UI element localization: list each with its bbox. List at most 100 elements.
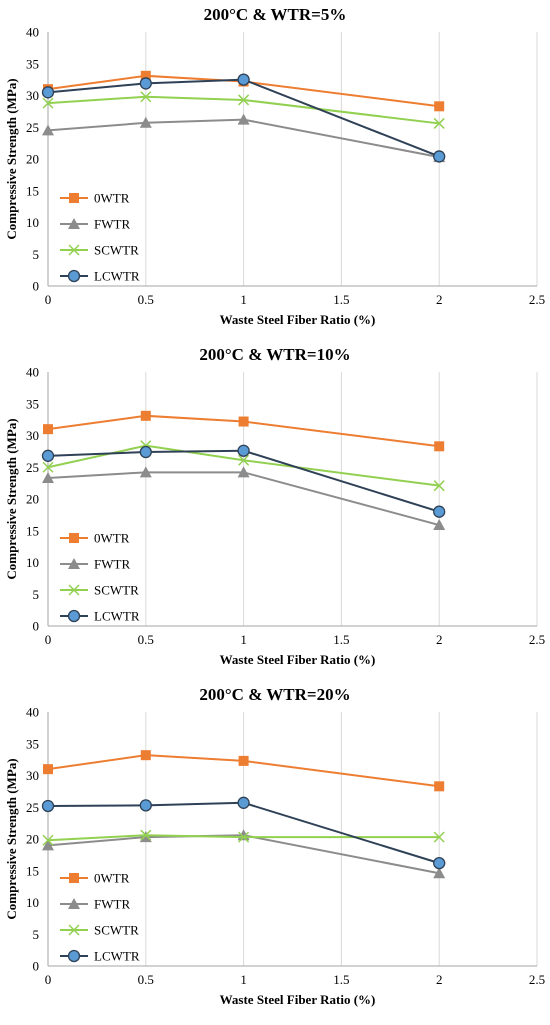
data-point [237, 444, 250, 457]
data-point [434, 101, 445, 112]
x-tick-label: 1.5 [333, 632, 349, 647]
x-tick-label: 0 [45, 292, 52, 307]
legend-marker [68, 558, 80, 569]
legend-marker [68, 924, 80, 936]
x-tick-label: 2 [436, 972, 443, 987]
chart-title: 200°C & WTR=5% [204, 5, 347, 24]
legend-label: SCWTR [94, 923, 139, 938]
data-point [42, 461, 54, 473]
y-tick-label: 35 [26, 56, 39, 71]
series-line [47, 95, 440, 125]
x-tick-label: 0 [45, 972, 52, 987]
legend-label: LCWTR [94, 609, 140, 624]
legend-marker [69, 873, 79, 883]
y-tick-label: 15 [26, 523, 39, 538]
legend-entry-scwtr: SCWTR [60, 583, 139, 598]
legend-marker [68, 244, 80, 256]
legend-marker [67, 949, 81, 963]
legend-label: FWTR [94, 557, 130, 572]
y-tick-label: 0 [33, 959, 40, 974]
series-scwtr [42, 829, 445, 846]
y-tick-label: 0 [33, 279, 40, 294]
data-point [433, 519, 446, 531]
y-tick-label: 5 [33, 927, 40, 942]
y-tick-label: 15 [26, 863, 39, 878]
data-point [42, 97, 54, 109]
series-fwtr [42, 466, 446, 531]
series-line [47, 414, 440, 448]
legend-label: FWTR [94, 217, 130, 232]
legend-label: 0WTR [94, 531, 130, 546]
y-tick-label: 0 [33, 619, 40, 634]
data-point [41, 449, 55, 462]
chart-svg: 200°C & WTR=20% 0 0.5 1 1.5 2 2.5 0 5 10 15 20 25 30 3… [4, 685, 545, 1007]
series-line [47, 74, 440, 108]
y-tick-label: 30 [26, 88, 39, 103]
data-point [433, 831, 445, 843]
legend-marker [69, 193, 79, 203]
x-tick-label: 1.5 [333, 972, 349, 987]
legend-marker [69, 533, 79, 543]
chart-svg: 200°C & WTR=10% 0 0.5 1 1.5 2 2.5 0 5 10 15 20 25 30 3… [4, 345, 545, 667]
data-point [238, 416, 249, 427]
y-axis-label: Compressive Strength (MPa) [4, 418, 19, 579]
data-point [43, 764, 53, 775]
series-line [47, 444, 440, 487]
legend-label: SCWTR [94, 583, 139, 598]
series-line [47, 449, 440, 513]
y-tick-label: 10 [26, 555, 39, 570]
x-tick-label: 1 [240, 292, 247, 307]
data-point [433, 117, 445, 129]
y-tick-label: 25 [26, 120, 39, 135]
y-tick-label: 35 [26, 396, 39, 411]
data-point [238, 454, 250, 466]
data-point [237, 113, 250, 125]
series-0wtr [43, 410, 445, 452]
legend-label: 0WTR [94, 191, 130, 206]
legend-entry-lcwtr: LCWTR [60, 269, 140, 284]
y-tick-label: 10 [26, 215, 39, 230]
data-point [139, 466, 152, 478]
y-tick-label: 20 [26, 832, 39, 847]
data-point [238, 94, 250, 106]
chart-wtr-5: 200°C & WTR=5% 0 0.5 1 1.5 2 2.5 0 5 10 15 20 25 30 35… [0, 0, 550, 340]
legend-label: FWTR [94, 897, 130, 912]
y-tick-label: 5 [33, 247, 40, 262]
data-point [434, 781, 445, 792]
data-point [238, 755, 249, 766]
y-tick-label: 20 [26, 152, 39, 167]
data-point [42, 472, 54, 484]
series-0wtr [43, 750, 445, 792]
data-point [43, 424, 53, 435]
chart-svg: 200°C & WTR=5% 0 0.5 1 1.5 2 2.5 0 5 10 15 20 25 30 35… [4, 5, 545, 327]
x-tick-label: 0.5 [138, 972, 154, 987]
series-line [47, 78, 440, 158]
data-point [237, 73, 250, 86]
data-point [237, 466, 250, 478]
legend-label: LCWTR [94, 949, 140, 964]
series-scwtr [42, 91, 445, 129]
legend-marker [68, 898, 80, 909]
x-tick-label: 1 [240, 972, 247, 987]
y-tick-label: 40 [26, 25, 39, 40]
data-point [433, 505, 446, 518]
series-lcwtr [41, 444, 446, 518]
data-point [140, 750, 151, 761]
legend-marker [67, 269, 81, 283]
data-point [140, 829, 152, 841]
x-tick-label: 2 [436, 632, 443, 647]
legend-entry-scwtr: SCWTR [60, 243, 139, 258]
y-tick-label: 15 [26, 183, 39, 198]
x-tick-label: 2.5 [529, 972, 545, 987]
x-tick-label: 2.5 [529, 632, 545, 647]
data-point [139, 831, 152, 843]
legend-marker [68, 218, 80, 229]
legend-label: LCWTR [94, 269, 140, 284]
x-tick-label: 1 [240, 632, 247, 647]
y-tick-label: 30 [26, 768, 39, 783]
legend-entry-fwtr: FWTR [60, 557, 130, 572]
data-point [139, 116, 152, 128]
legend-entry-lcwtr: LCWTR [60, 949, 140, 964]
data-point [238, 831, 250, 843]
legend-entry-lcwtr: LCWTR [60, 609, 140, 624]
